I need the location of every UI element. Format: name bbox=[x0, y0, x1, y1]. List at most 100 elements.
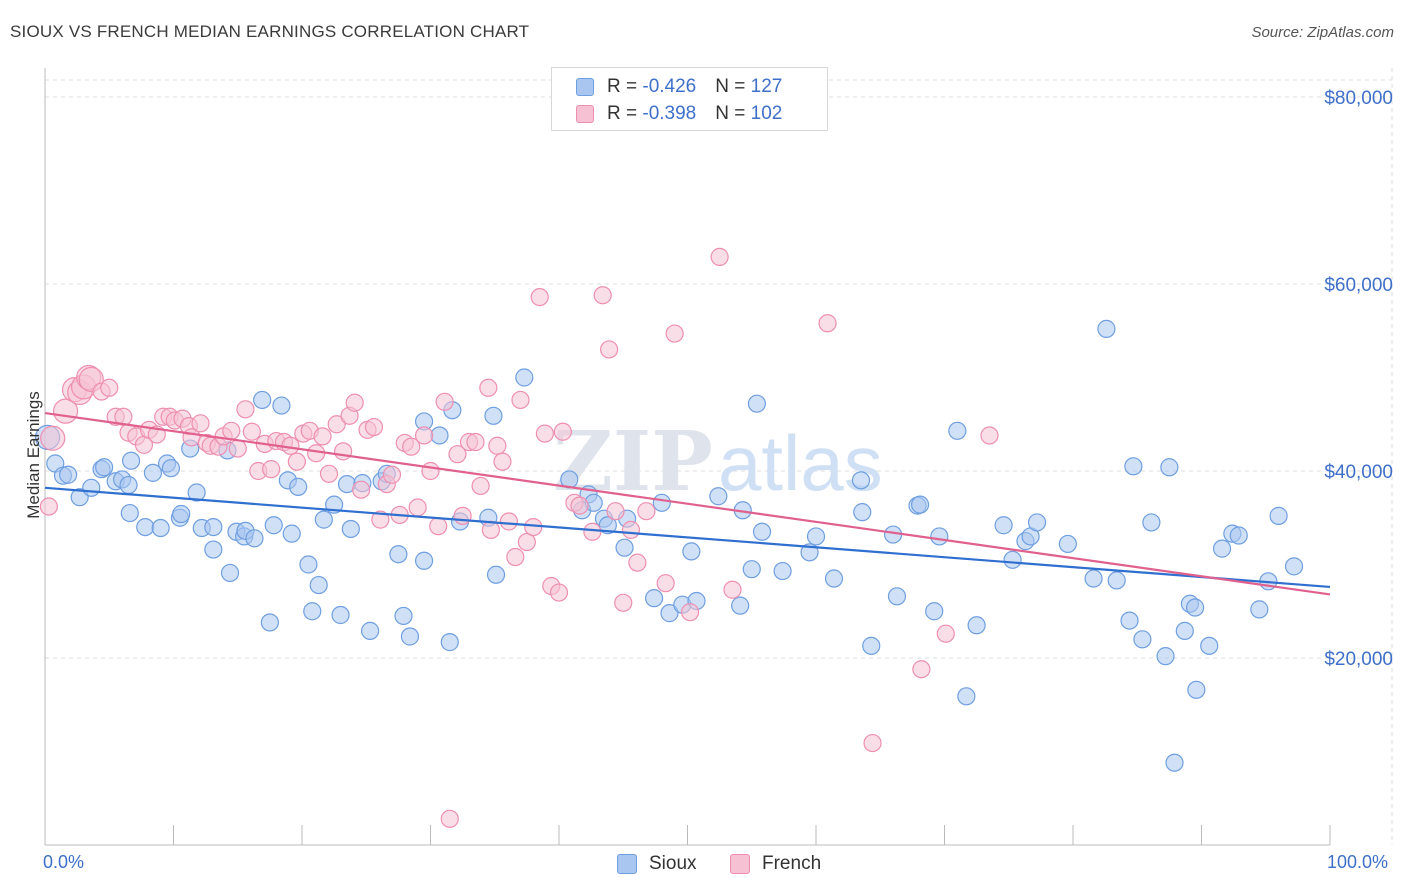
y-tick-labels: $20,000 $40,000 $60,000 $80,000 bbox=[1324, 88, 1393, 670]
point-sioux bbox=[1175, 621, 1194, 640]
point-sioux bbox=[187, 483, 206, 502]
point-french bbox=[912, 660, 931, 679]
point-french bbox=[723, 580, 742, 599]
point-french bbox=[334, 442, 353, 461]
point-french bbox=[440, 809, 459, 828]
point-sioux bbox=[59, 465, 78, 484]
point-french bbox=[665, 324, 684, 343]
point-sioux bbox=[220, 563, 240, 583]
point-sioux bbox=[660, 604, 679, 623]
point-french bbox=[600, 340, 619, 359]
source-note: Source: ZipAtlas.com bbox=[1251, 24, 1394, 41]
point-sioux bbox=[925, 602, 944, 621]
point-french bbox=[511, 390, 530, 410]
point-sioux bbox=[136, 517, 155, 537]
point-sioux bbox=[1165, 753, 1184, 772]
point-french bbox=[242, 422, 261, 441]
point-french bbox=[614, 593, 633, 612]
y-axis-title: Median Earnings bbox=[24, 391, 43, 519]
point-sioux bbox=[272, 396, 291, 415]
point-sioux bbox=[515, 368, 534, 387]
point-sioux bbox=[994, 516, 1013, 535]
point-sioux bbox=[260, 613, 279, 632]
point-sioux bbox=[299, 555, 318, 574]
point-french bbox=[402, 437, 421, 456]
chart-title: SIOUX VS FRENCH MEDIAN EARNINGS CORRELAT… bbox=[10, 22, 530, 41]
point-french bbox=[40, 425, 66, 451]
legend-row-french: R = -0.398 N = 102 bbox=[576, 102, 782, 126]
point-sioux bbox=[120, 503, 139, 523]
data-points bbox=[34, 247, 1304, 828]
point-sioux bbox=[95, 458, 114, 477]
point-sioux bbox=[1003, 550, 1022, 569]
point-french bbox=[936, 624, 955, 643]
point-french bbox=[222, 421, 241, 440]
point-french bbox=[466, 432, 485, 452]
watermark: ZIP atlas bbox=[553, 414, 883, 510]
point-sioux bbox=[682, 542, 701, 561]
point-sioux bbox=[747, 394, 766, 413]
point-sioux bbox=[161, 459, 181, 478]
point-sioux bbox=[731, 596, 750, 615]
x-axis-max-label: 100.0% bbox=[1327, 852, 1389, 872]
point-french bbox=[453, 506, 472, 525]
point-french bbox=[435, 392, 454, 411]
point-french bbox=[448, 445, 467, 464]
point-sioux bbox=[930, 527, 949, 546]
x-axis-min-label: 0.0% bbox=[43, 852, 85, 872]
legend-r-label: R = bbox=[607, 76, 643, 97]
point-sioux bbox=[1058, 534, 1077, 554]
point-sioux bbox=[172, 504, 191, 524]
point-sioux bbox=[253, 390, 272, 410]
point-sioux bbox=[1027, 513, 1047, 532]
point-sioux bbox=[742, 560, 761, 579]
point-sioux bbox=[151, 518, 170, 538]
point-sioux bbox=[862, 636, 881, 655]
point-french bbox=[429, 517, 448, 536]
point-french bbox=[863, 733, 882, 753]
legend-swatch-french bbox=[576, 105, 594, 123]
point-sioux bbox=[303, 602, 322, 621]
point-french bbox=[479, 378, 498, 397]
point-french bbox=[371, 510, 390, 529]
point-sioux bbox=[1097, 319, 1116, 338]
trend-line-french bbox=[44, 411, 1331, 596]
point-french bbox=[506, 547, 525, 567]
point-sioux bbox=[1107, 571, 1126, 590]
point-sioux bbox=[851, 471, 871, 490]
point-french bbox=[818, 314, 837, 333]
point-french bbox=[313, 427, 332, 446]
point-french bbox=[493, 452, 512, 471]
point-french bbox=[421, 461, 440, 481]
point-sioux bbox=[400, 627, 420, 646]
point-sioux bbox=[948, 421, 967, 440]
point-sioux bbox=[309, 575, 328, 595]
point-french bbox=[535, 424, 554, 443]
point-sioux bbox=[1187, 680, 1206, 699]
legend-n-value: 127 bbox=[750, 76, 783, 97]
point-sioux bbox=[773, 561, 792, 581]
point-sioux bbox=[245, 529, 264, 548]
bottom-legend-label-sioux: Sioux bbox=[649, 853, 697, 874]
legend-n-label: N = bbox=[715, 76, 751, 97]
point-sioux bbox=[361, 621, 380, 640]
point-sioux bbox=[910, 495, 930, 514]
point-french bbox=[499, 512, 518, 531]
point-sioux bbox=[853, 503, 872, 522]
point-french bbox=[191, 414, 210, 433]
point-sioux bbox=[414, 551, 434, 570]
point-sioux bbox=[82, 478, 101, 497]
point-french bbox=[680, 603, 700, 622]
point-sioux bbox=[121, 451, 141, 470]
point-french bbox=[656, 574, 675, 593]
point-sioux bbox=[709, 487, 728, 506]
point-sioux bbox=[204, 517, 223, 537]
point-sioux bbox=[331, 605, 350, 625]
point-french bbox=[488, 436, 507, 455]
legend-n-label: N = bbox=[715, 103, 751, 124]
point-french bbox=[382, 465, 402, 484]
point-french bbox=[100, 378, 119, 397]
point-sioux bbox=[1200, 636, 1219, 655]
point-sioux bbox=[824, 569, 844, 588]
